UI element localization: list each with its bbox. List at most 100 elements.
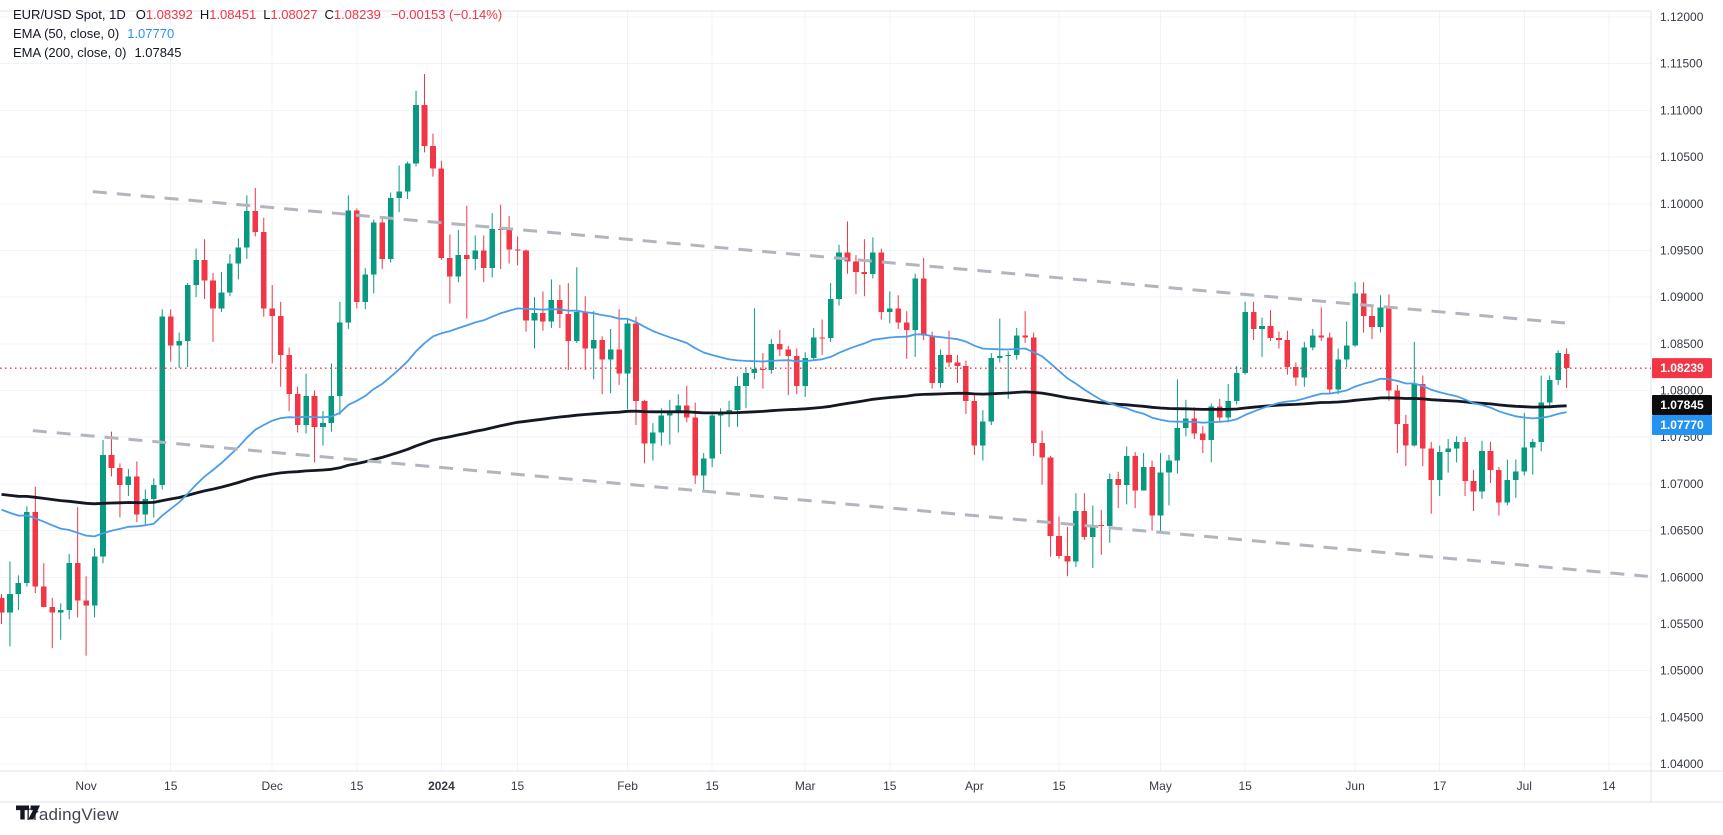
candle-body xyxy=(91,556,98,606)
candle-body xyxy=(599,340,605,360)
time-tick-label: 14 xyxy=(1602,779,1616,793)
price-badges: 1.08239 1.07845 1.07770 xyxy=(1652,358,1712,435)
channel-upper-trendline xyxy=(92,190,1569,325)
candle-body xyxy=(1267,326,1274,339)
candle-body xyxy=(920,278,927,336)
badge-value: 1.08239 xyxy=(1660,361,1704,375)
trendlines[interactable] xyxy=(32,190,1648,578)
tradingview-logo-text: TradingView xyxy=(23,805,119,824)
time-tick-label: 15 xyxy=(1238,779,1252,793)
candle-body xyxy=(244,211,250,248)
badge-value: 1.07770 xyxy=(1660,418,1704,432)
candle-body xyxy=(1191,418,1198,434)
channel-lower-trendline xyxy=(32,429,1648,578)
badge-value: 1.07845 xyxy=(1660,398,1704,412)
tradingview-logo[interactable]: TradingView xyxy=(16,805,119,825)
candle-body xyxy=(954,362,961,367)
candle-body xyxy=(751,369,758,373)
time-tick-label: Nov xyxy=(75,779,96,793)
candle-body xyxy=(633,323,639,401)
candle-body xyxy=(1242,312,1248,373)
candle-body xyxy=(142,498,149,515)
candle-body xyxy=(218,292,225,309)
candle-body xyxy=(1115,479,1122,485)
candle-body xyxy=(506,229,512,250)
price-tick-label: 1.09500 xyxy=(1660,243,1704,257)
candle-body xyxy=(819,337,825,339)
candle-body xyxy=(743,372,749,386)
candle-body xyxy=(83,600,89,606)
candle-body xyxy=(1318,335,1325,338)
candle-body xyxy=(387,198,394,259)
ema200-line[interactable] xyxy=(1,390,1567,506)
candle-body xyxy=(1056,536,1062,556)
candle-body xyxy=(929,335,935,384)
candle-body xyxy=(1284,340,1291,368)
candle-body xyxy=(1386,307,1392,391)
symbol-title[interactable]: EUR/USD Spot, 1D xyxy=(13,7,126,22)
candle-body xyxy=(641,400,648,444)
candle-body xyxy=(565,313,572,342)
candle-body xyxy=(1183,418,1189,428)
candle-body xyxy=(1276,338,1282,341)
time-tick-label: 2024 xyxy=(428,779,455,793)
candle-body xyxy=(946,355,952,363)
candle-body xyxy=(32,511,39,587)
candle-body xyxy=(413,104,419,164)
candle-body xyxy=(1369,315,1375,328)
candle-body xyxy=(1259,326,1265,329)
price-tick-label: 1.08000 xyxy=(1660,384,1704,398)
candle-body xyxy=(658,415,665,433)
legend-row-symbol: EUR/USD Spot, 1D O1.08392 H1.08451 L1.08… xyxy=(13,7,502,26)
ohlc-low: L1.08027 xyxy=(263,7,318,22)
candle-body xyxy=(1013,335,1020,356)
price-axis[interactable]: 1.12000 1.11500 1.11000 1.10500 1.10000 1.095… xyxy=(1660,10,1704,771)
candle-body xyxy=(362,274,369,302)
candle-body xyxy=(1513,471,1519,481)
candle-body xyxy=(252,211,259,232)
ema200-badge xyxy=(1652,394,1712,415)
candle-body xyxy=(1098,524,1105,526)
grid xyxy=(0,11,1651,771)
candle-body xyxy=(1377,307,1384,328)
candle-body xyxy=(557,299,563,314)
candle-body xyxy=(1496,469,1502,503)
legend-row-ema50: EMA (50, close, 0) 1.07770 xyxy=(13,26,502,45)
candle-body xyxy=(1394,390,1401,425)
candle-body xyxy=(303,396,309,426)
ema50-badge xyxy=(1652,414,1712,435)
candle-body xyxy=(1335,359,1341,390)
candle-body xyxy=(1064,555,1071,562)
ema200-label[interactable]: EMA (200, close, 0) xyxy=(13,45,127,60)
candle-body xyxy=(7,594,13,613)
candle-body xyxy=(1293,367,1299,378)
time-tick-label: 15 xyxy=(1052,779,1066,793)
candle-body xyxy=(294,394,301,426)
candle-body xyxy=(1132,455,1138,491)
candle-body xyxy=(167,316,174,346)
candle-body xyxy=(853,261,859,272)
candle-body xyxy=(760,369,766,371)
price-tick-label: 1.04000 xyxy=(1660,757,1704,771)
candle-body xyxy=(810,337,817,358)
candle-body xyxy=(607,349,614,360)
ema50-label[interactable]: EMA (50, close, 0) xyxy=(13,26,120,41)
candle-body xyxy=(1005,355,1012,357)
candle-body xyxy=(861,271,868,274)
candle-body xyxy=(1047,457,1054,537)
time-axis[interactable]: Nov 15 Dec 15 2024 15 Feb 15 Mar 15 Apr 15 May 15 Jun 1… xyxy=(75,779,1615,793)
candles[interactable] xyxy=(0,73,1570,656)
price-tick-label: 1.10000 xyxy=(1660,197,1704,211)
candle-body xyxy=(895,308,902,323)
ema50-line[interactable] xyxy=(1,307,1567,538)
candle-body xyxy=(260,231,267,309)
candle-body xyxy=(337,322,343,397)
candle-body xyxy=(134,476,140,515)
candle-body xyxy=(1022,335,1028,338)
candle-body xyxy=(573,312,580,342)
candle-body xyxy=(159,316,166,485)
legend-row-ema200: EMA (200, close, 0) 1.07845 xyxy=(13,45,502,64)
candle-body xyxy=(1216,406,1223,418)
